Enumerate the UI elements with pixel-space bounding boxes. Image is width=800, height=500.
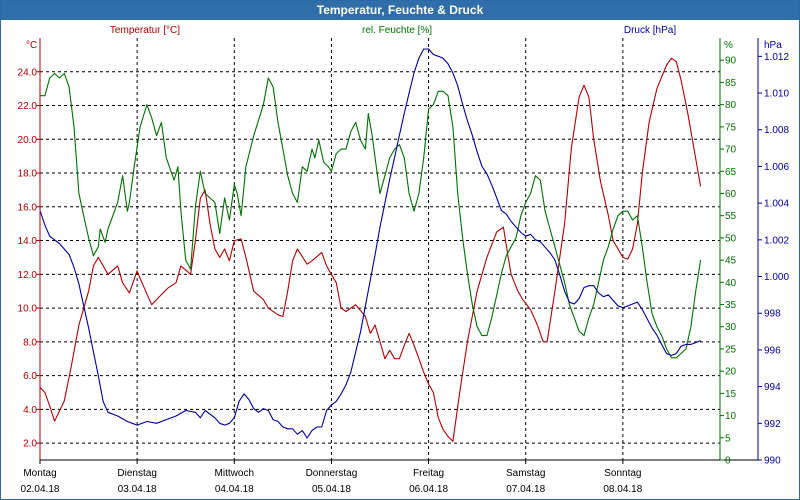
humidity-tick-label: 15 (725, 389, 737, 400)
humidity-tick-label: 45 (725, 256, 737, 267)
x-tick-date: 05.04.18 (312, 484, 351, 495)
x-tick-date: 03.04.18 (118, 484, 157, 495)
humidity-tick-label: 50 (725, 233, 737, 244)
temperature-line (39, 57, 702, 442)
humidity-tick-label: 60 (725, 189, 737, 200)
pressure-tick-label: 996 (764, 345, 781, 356)
humidity-tick-label: 0 (725, 456, 731, 467)
pressure-line (39, 48, 701, 439)
x-tick-date: 06.04.18 (409, 484, 448, 495)
x-tick-day: Donnerstag (306, 468, 358, 479)
pressure-tick-label: 1.002 (764, 235, 789, 246)
temperature-tick-label: 16.0 (18, 202, 38, 213)
x-tick-day: Montag (23, 468, 56, 479)
legend-label: Temperatur [°C] (110, 25, 180, 36)
humidity-tick-label: 70 (725, 145, 737, 156)
x-tick-day: Freitag (413, 468, 444, 479)
humidity-line (40, 72, 702, 359)
pressure-tick-label: 990 (764, 456, 781, 467)
pressure-tick-label: 994 (764, 382, 781, 393)
humidity-tick-label: 65 (725, 167, 737, 178)
x-tick-date: 04.04.18 (215, 484, 254, 495)
humidity-tick-label: 35 (725, 300, 737, 311)
temperature-tick-label: 6.0 (23, 371, 37, 382)
x-tick-date: 07.04.18 (506, 484, 545, 495)
pressure-unit: hPa (764, 40, 782, 51)
temperature-tick-label: 14.0 (18, 236, 38, 247)
series-layer (39, 48, 702, 442)
axis-labels: °C 2.0 4.0 6.0 8.0 10.0 12.0 14.0 16.0 18.0 20.0 22… (18, 25, 790, 495)
axes (36, 38, 762, 464)
pressure-tick-label: 1.000 (764, 272, 789, 283)
x-tick-date: 02.04.18 (21, 484, 60, 495)
humidity-tick-label: 40 (725, 278, 737, 289)
window-title: Temperatur, Feuchte & Druck (1, 1, 799, 20)
legend-label: rel. Feuchte [%] (362, 25, 432, 36)
temperature-tick-label: 22.0 (18, 101, 38, 112)
x-tick-day: Mittwoch (215, 468, 254, 479)
humidity-tick-label: 75 (725, 122, 737, 133)
temperature-tick-label: 24.0 (18, 67, 38, 78)
pressure-tick-label: 1.004 (764, 199, 789, 210)
pressure-tick-label: 998 (764, 309, 781, 320)
pressure-tick-label: 1.008 (764, 125, 789, 136)
humidity-tick-label: 25 (725, 344, 737, 355)
humidity-tick-label: 30 (725, 322, 737, 333)
pressure-tick-label: 992 (764, 419, 781, 430)
pressure-tick-label: 1.006 (764, 162, 789, 173)
pressure-tick-label: 1.012 (764, 52, 789, 63)
temperature-tick-label: 4.0 (23, 405, 37, 416)
temperature-tick-label: 20.0 (18, 135, 38, 146)
x-tick-date: 08.04.18 (603, 484, 642, 495)
humidity-tick-label: 90 (725, 56, 737, 67)
legend-label: Druck [hPa] (624, 25, 676, 36)
temperature-tick-label: 10.0 (18, 304, 38, 315)
temperature-tick-label: 2.0 (23, 439, 37, 450)
temperature-tick-label: 12.0 (18, 270, 38, 281)
pressure-tick-label: 1.010 (764, 89, 789, 100)
humidity-tick-label: 55 (725, 211, 737, 222)
x-tick-day: Dienstag (117, 468, 156, 479)
x-tick-day: Samstag (506, 468, 545, 479)
humidity-tick-label: 20 (725, 367, 737, 378)
humidity-tick-label: 10 (725, 411, 737, 422)
humidity-tick-label: 5 (725, 433, 731, 444)
humidity-tick-label: 85 (725, 78, 737, 89)
temperature-unit: °C (26, 40, 37, 51)
humidity-tick-label: 80 (725, 100, 737, 111)
temperature-tick-label: 8.0 (23, 337, 37, 348)
humidity-unit: % (724, 40, 733, 51)
temperature-tick-label: 18.0 (18, 169, 38, 180)
x-tick-day: Sonntag (604, 468, 641, 479)
